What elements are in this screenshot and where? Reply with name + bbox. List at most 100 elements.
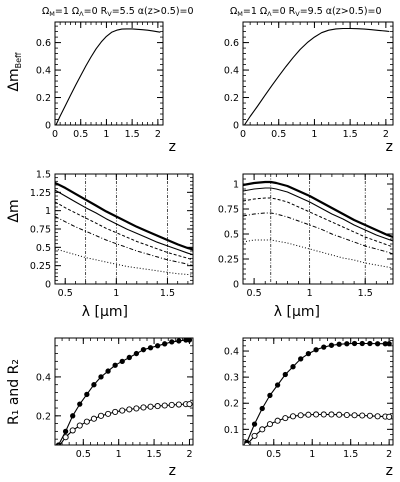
bottom-left-xtick-label-0: 0.5 [76, 449, 91, 460]
ylabel-top-left-sub: Beff [14, 52, 23, 68]
mid-left-ytick-label-2: 0.5 [36, 243, 51, 254]
mid-left-series-2 [55, 201, 193, 261]
mid-right-series-0 [243, 180, 393, 239]
top-right-xtick-label-4: 2 [383, 129, 389, 140]
bottom-left-series-0-point-15 [162, 341, 168, 347]
bottom-left-series-0-point-10 [126, 354, 132, 361]
mid-left-series-0 [55, 181, 193, 251]
mid-left-ytick-label-5: 1.25 [30, 188, 51, 199]
bottom-left-series-0-point-4 [84, 391, 90, 398]
bottom-left-series-1-point-8 [112, 408, 119, 415]
bottom-right-series-1-point-14 [351, 412, 358, 419]
bottom-right-series-1-point-11 [328, 411, 335, 418]
bottom-left-series-0-point-19 [186, 338, 193, 343]
bottom-right-xlabel: z [386, 463, 393, 479]
bottom-left-series-1-point-11 [133, 405, 140, 412]
bottom-left-series-1-point-0 [56, 443, 61, 445]
panel-top-left: 0 0.5 1 1.5 2 0 0.2 0.4 0.6 z [36, 21, 176, 155]
title-top-left-part-1: M [49, 10, 55, 18]
top-left-ytick-label-0: 0 [45, 121, 51, 132]
mid-left-ytick-label-4: 1 [45, 206, 51, 217]
bottom-left-series-1-point-14 [154, 403, 161, 410]
top-right-xtick-label-2: 1 [311, 129, 317, 140]
bottom-right-series-0-point-8 [305, 351, 312, 357]
mid-left-ytick-label-0: 0 [45, 280, 51, 291]
top-left-series-group [55, 28, 161, 125]
top-right-ytick-label-0: 0 [233, 121, 239, 132]
mid-right-xtick-label-2: 1.5 [358, 288, 373, 299]
bottom-left-series-0-point-12 [140, 347, 147, 353]
bottom-left-series-1-point-9 [119, 407, 126, 414]
top-left-xtick-label-1: 0.5 [73, 129, 88, 140]
bottom-left-series-group [55, 338, 193, 445]
title-top-left-part-0: Ω [42, 6, 49, 17]
bottom-left-series-0-point-5 [91, 382, 97, 388]
bottom-right-ytick-label-1: 0.2 [224, 399, 239, 410]
panel-mid-right: 0.5 1 1.5 0 0.25 0.5 0.75 1 λ [μm] [218, 173, 394, 320]
title-top-left-part-5: V [107, 10, 112, 18]
mid-left-ytick-label-1: 0.25 [30, 261, 51, 272]
panel-bottom-left: 0.5 1 1.5 2 0.2 0.4 z [36, 337, 194, 479]
bottom-left-series-0-point-13 [147, 345, 154, 351]
bottom-left-xtick-label-1: 1 [116, 449, 122, 460]
bottom-left-series-1-point-13 [147, 403, 154, 410]
bottom-left-ytick-label-0: 0.2 [36, 411, 51, 422]
mid-left-series-4 [55, 248, 193, 276]
bottom-right-series-0-point-19 [386, 341, 392, 347]
ylabel-top-left-main: Δm [6, 68, 22, 91]
bottom-right-series-0-point-15 [359, 340, 365, 347]
bottom-left-series-0-point-8 [112, 362, 118, 368]
mid-right-series-1 [243, 187, 393, 242]
title-top-right-part-2: =1 Ω [243, 6, 267, 17]
title-top-right-part-4: =0 R [272, 6, 296, 17]
bottom-right-ytick-label-0: 0.1 [224, 425, 239, 436]
title-top-right-part-3: Λ [267, 10, 272, 18]
bottom-right-ytick-label-2: 0.3 [224, 373, 239, 384]
bottom-left-series-0-point-6 [98, 374, 104, 380]
bottom-right-series-1-point-10 [320, 411, 327, 418]
bottom-left-series-0-point-14 [154, 343, 161, 349]
mid-right-ytick-label-3: 0.75 [218, 205, 239, 216]
bottom-left-series-0-point-9 [119, 358, 125, 364]
bottom-left-series-0-point-17 [176, 338, 182, 344]
panel-top-right: 0 0.5 1 1.5 2 0 0.2 0.4 0.6 z [224, 21, 394, 155]
ylabel-top-left: ΔmBeff [6, 52, 23, 92]
title-top-right-part-1: M [237, 10, 243, 18]
bottom-right-series-1-point-19 [386, 413, 393, 420]
mid-right-series-2 [243, 197, 393, 248]
title-top-right: ΩM=1 ΩΛ=0 RV=9.5 α(z>0.5)=0 [230, 6, 382, 18]
bottom-left-series-1-point-16 [168, 401, 175, 408]
panel-mid-left: 0.5 1 1.5 0 0.25 0.5 0.75 1 1.25 1.5 λ [μm] [30, 170, 194, 320]
bottom-right-series-1-point-4 [274, 417, 281, 424]
title-top-left-part-3: Λ [79, 10, 84, 18]
title-top-left-part-4: =0 R [84, 6, 108, 17]
title-top-left: ΩM=1 ΩΛ=0 RV=5.5 α(z>0.5)=0 [42, 6, 194, 18]
bottom-left-series-0-point-3 [77, 401, 83, 407]
mid-left-series-3 [55, 216, 193, 267]
bottom-right-series-group [243, 340, 393, 445]
top-left-frame [54, 21, 164, 126]
bottom-left-series-1-point-5 [90, 415, 97, 422]
bottom-left-series-1-point-15 [161, 402, 168, 409]
mid-left-xlabel: λ [μm] [82, 304, 128, 320]
mid-right-series-group [243, 180, 393, 269]
bottom-right-ytick-label-3: 0.4 [224, 347, 239, 358]
bottom-right-xtick-label-2: 1.5 [343, 449, 358, 460]
title-top-left-part-6: =5.5 α(z>0.5)=0 [112, 6, 194, 17]
bottom-right-series-0-point-3 [267, 392, 273, 399]
bottom-left-series-0-point-2 [70, 413, 76, 419]
bottom-right-series-1-point-17 [374, 413, 381, 420]
ylabel-mid-left: Δm [6, 199, 22, 222]
bottom-left-series-1-point-17 [175, 401, 182, 408]
top-left-xtick-label-3: 1.5 [125, 129, 140, 140]
bottom-right-series-1-point-8 [305, 411, 312, 418]
top-right-ytick-label-3: 0.6 [224, 38, 239, 49]
bottom-left-xtick-label-2: 1.5 [147, 449, 162, 460]
bottom-left-series-0-point-11 [133, 350, 140, 357]
bottom-right-xtick-label-1: 1 [309, 449, 315, 460]
ylabel-bottom-left: R₁ and R₂ [6, 359, 22, 425]
top-left-ytick-label-2: 0.4 [36, 66, 51, 77]
bottom-right-series-0-point-14 [351, 340, 358, 347]
bottom-left-ytick-label-1: 0.4 [36, 372, 51, 383]
